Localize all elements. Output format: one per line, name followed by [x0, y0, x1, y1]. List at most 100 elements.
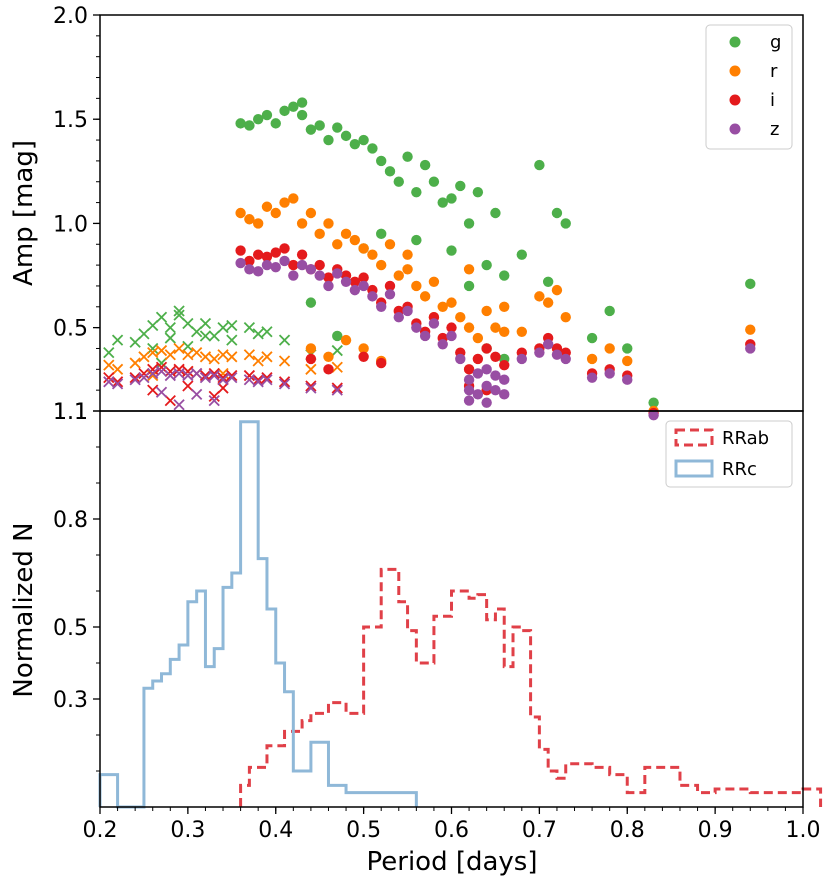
- rrab-point-g: [551, 207, 563, 219]
- rrab-point-r: [340, 334, 352, 346]
- rrab-point-g: [411, 234, 422, 246]
- bottom-y-tick-label: 0.8: [53, 508, 88, 533]
- rrc-point-r: [173, 342, 185, 355]
- rrab-point-r: [252, 218, 264, 229]
- legend-label-g: g: [770, 32, 781, 53]
- rrab-point-r: [402, 264, 413, 275]
- rrc-point-z: [252, 376, 264, 388]
- x-tick-label: 0.3: [170, 818, 205, 843]
- rrab-point-z: [252, 266, 264, 277]
- rrc-point-g: [147, 319, 159, 332]
- rrab-point-g: [252, 114, 264, 125]
- rrc-point-g: [155, 311, 168, 323]
- rrab-point-g: [463, 218, 475, 229]
- rrc-point-r: [226, 351, 238, 363]
- rrc-point-g: [217, 321, 229, 334]
- rrab-point-i: [349, 276, 361, 287]
- x-tick-label: 0.4: [258, 818, 293, 843]
- rrc-point-i: [164, 365, 176, 378]
- rrab-point-z: [463, 374, 475, 385]
- legend-marker-i: [729, 94, 741, 106]
- rrab-point-r: [261, 201, 273, 212]
- rrab-point-z: [472, 368, 484, 379]
- rrab-point-g: [340, 130, 352, 142]
- rrab-point-g: [446, 193, 457, 204]
- rrc-point-r: [199, 351, 212, 363]
- x-tick-label: 0.8: [610, 818, 645, 843]
- rrc-point-r: [243, 349, 256, 361]
- bottom-y-tick-label: 1.1: [53, 400, 88, 425]
- rrc-point-g: [103, 347, 115, 359]
- rrc-point-i: [182, 365, 194, 378]
- rrab-point-g: [367, 143, 378, 154]
- rrc-point-g: [173, 305, 185, 317]
- rrc-point-g: [331, 344, 343, 357]
- rrc-point-g: [129, 336, 141, 348]
- rrab-point-z: [604, 368, 615, 379]
- rrc-point-z: [305, 382, 317, 394]
- rrab-point-r: [516, 326, 527, 337]
- rrc-point-r: [261, 351, 273, 363]
- rrc-point-z: [278, 378, 291, 390]
- rrab-point-r: [296, 218, 308, 229]
- rrc-point-g: [208, 330, 220, 342]
- rrc-point-g: [199, 330, 212, 342]
- rrc-point-g: [111, 334, 124, 346]
- rrc-point-g: [138, 328, 150, 340]
- rrab-point-r: [288, 193, 299, 204]
- rrab-point-z: [384, 289, 396, 300]
- legend-marker-g: [729, 36, 741, 48]
- rrab-point-g: [455, 180, 466, 192]
- rrab-point-r: [463, 264, 475, 275]
- rrab-point-i: [279, 243, 290, 254]
- bottom-y-tick-label: 0.5: [53, 616, 88, 641]
- rrab-point-i: [323, 272, 334, 283]
- rrab-point-z: [244, 264, 255, 275]
- rrc-point-g: [199, 317, 212, 330]
- rrab-point-z: [481, 397, 492, 408]
- rrc-point-r: [164, 349, 176, 361]
- rrab-point-z: [481, 380, 492, 392]
- rrc-point-z: [129, 374, 141, 386]
- rrab-point-r: [551, 284, 563, 296]
- rrc-point-g: [164, 332, 176, 344]
- rrab-point-z: [367, 291, 378, 302]
- rrab-point-g: [332, 122, 343, 133]
- rrc-point-i: [103, 372, 115, 384]
- top-legend-box: [705, 24, 793, 150]
- legend-label-rrab: RRab: [722, 428, 769, 449]
- rrab-point-r: [384, 239, 396, 250]
- bottom-y-tick-label: 0.3: [53, 688, 88, 713]
- rrc-point-r: [305, 363, 317, 375]
- rrab-point-z: [560, 353, 571, 365]
- rrab-point-i: [463, 364, 475, 375]
- bottom-y-ticks: 0.3 0.5 0.8 1.1: [53, 400, 100, 772]
- rrab-point-g: [648, 397, 659, 408]
- rrab-point-z: [358, 280, 369, 292]
- rrab-point-i: [244, 255, 255, 267]
- rrab-point-z: [472, 389, 484, 400]
- rrab-point-i: [499, 359, 510, 371]
- rrc-point-i: [305, 380, 317, 392]
- rrc-point-r: [138, 351, 150, 363]
- rrab-point-z: [332, 268, 343, 279]
- rrc-point-r: [331, 361, 343, 373]
- rrab-point-r: [244, 214, 255, 225]
- rrab-point-i: [314, 259, 325, 271]
- rrab-point-g: [305, 124, 317, 135]
- rrc-point-g: [147, 342, 159, 355]
- rrab-point-r: [323, 218, 334, 229]
- rrc-point-r: [208, 353, 220, 365]
- rrab-point-z: [446, 330, 457, 342]
- rrab-point-i: [490, 351, 501, 363]
- rrab-point-r: [455, 312, 466, 323]
- rrc-point-g: [226, 334, 238, 346]
- rrab-point-g: [261, 109, 273, 121]
- rrc-point-r: [155, 344, 168, 357]
- rrab-point-g: [534, 159, 545, 171]
- rrab-point-r: [340, 228, 352, 240]
- rrab-point-z: [279, 255, 290, 267]
- rrc-point-i: [199, 369, 212, 382]
- rrab-point-r: [419, 291, 431, 302]
